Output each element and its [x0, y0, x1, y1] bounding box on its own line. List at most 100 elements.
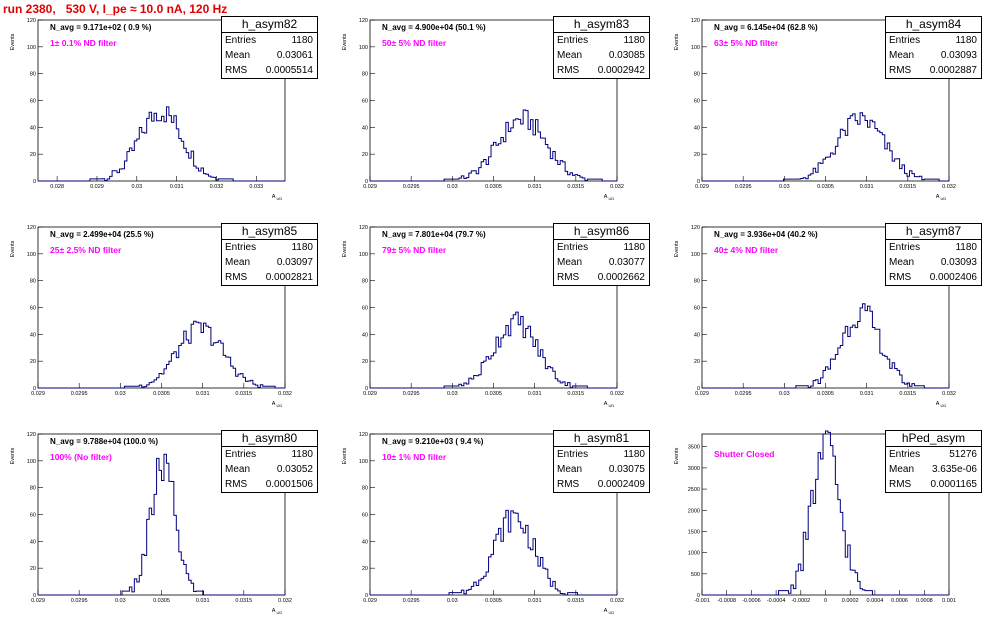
stats-row-rms: RMS 0.0001506 — [222, 477, 317, 492]
x-tick-label: 0.031 — [196, 598, 210, 604]
stats-row-mean: Mean 3.635e-06 — [886, 462, 981, 477]
x-tick-label: 0.03 — [447, 598, 458, 604]
y-tick-label: 60 — [30, 306, 36, 312]
stats-row-label: RMS — [557, 65, 580, 76]
y-tick-label: 20 — [362, 566, 368, 572]
stats-row-value: 0.0002406 — [929, 272, 977, 283]
y-tick-label: 120 — [359, 18, 368, 24]
x-axis-title: A UD — [272, 194, 283, 201]
x-tick-label: -0.0006 — [742, 598, 761, 604]
y-tick-label: 0 — [33, 386, 36, 392]
histogram-svg: 0 20 40 60 80 100 120 0.029 0.0295 0.03 0.0305 0.03… — [10, 225, 292, 408]
y-tick-label: 20 — [362, 359, 368, 365]
x-tick-label: 0.031 — [860, 184, 874, 190]
histogram-svg: 0 20 40 60 80 100 120 0.029 0.0295 0.03 0.0305 0.03… — [342, 225, 624, 408]
stats-row-value: 0.03077 — [608, 257, 645, 268]
histogram-panel-h_asym84: 0 20 40 60 80 100 120 0.029 0.0295 0.03 0.0305 0.03… — [664, 0, 996, 207]
histogram-line — [370, 311, 617, 389]
stats-row-label: RMS — [225, 479, 248, 490]
stats-row-label: Mean — [557, 50, 583, 61]
histogram-line — [38, 453, 285, 596]
x-tick-label: 0.0004 — [866, 598, 883, 604]
y-tick-label: 1000 — [688, 551, 700, 557]
filter-label: 1± 0.1% ND filter — [50, 38, 117, 48]
histogram-panel-h_asym86: 0 20 40 60 80 100 120 0.029 0.0295 0.03 0.0305 0.03… — [332, 207, 664, 414]
stats-row-value: 0.03085 — [608, 50, 645, 61]
stats-box-title: h_asym87 — [886, 224, 981, 240]
y-tick-label: 120 — [691, 18, 700, 24]
stats-row-label: Mean — [889, 50, 915, 61]
stats-row-rms: RMS 0.0002662 — [554, 270, 649, 285]
n-avg-label: N_avg = 7.801e+04 (79.7 %) — [382, 230, 486, 239]
stats-box: h_asym86 Entries 1180 Mean 0.03077 RMS 0.00026… — [553, 223, 650, 286]
stats-row-mean: Mean 0.03061 — [222, 48, 317, 63]
histogram-svg: 0 20 40 60 80 100 120 0.029 0.0295 0.03 0.0305 0.03… — [342, 18, 624, 201]
y-tick-label: 60 — [362, 99, 368, 105]
x-tick-label: -0.0002 — [791, 598, 810, 604]
y-tick-label: 40 — [362, 125, 368, 131]
x-tick-label: 0.032 — [278, 598, 292, 604]
y-axis-title: Events — [674, 240, 680, 257]
stats-row-rms: RMS 0.0002887 — [886, 63, 981, 78]
x-tick-label: 0.0305 — [485, 598, 502, 604]
y-tick-label: 60 — [362, 306, 368, 312]
stats-row-label: Entries — [225, 449, 257, 460]
y-tick-label: 60 — [30, 99, 36, 105]
x-tick-label: 0.03 — [779, 184, 790, 190]
y-tick-label: 40 — [362, 332, 368, 338]
stats-row-value: 0.03093 — [940, 257, 977, 268]
x-tick-label: 0.0008 — [916, 598, 933, 604]
stats-row-rms: RMS 0.0002821 — [222, 270, 317, 285]
y-tick-label: 20 — [694, 359, 700, 365]
y-tick-label: 0 — [365, 386, 368, 392]
x-axis-title: A UD — [604, 194, 615, 201]
filter-label: Shutter Closed — [714, 449, 775, 459]
stats-row-value: 3.635e-06 — [931, 464, 977, 475]
stats-box-title: h_asym84 — [886, 17, 981, 33]
n-avg-label: N_avg = 4.900e+04 (50.1 %) — [382, 23, 486, 32]
stats-row-label: Mean — [889, 257, 915, 268]
filter-label: 79± 5% ND filter — [382, 245, 447, 255]
stats-row-label: RMS — [889, 272, 912, 283]
y-tick-label: 100 — [27, 252, 36, 258]
stats-row-label: Mean — [225, 50, 251, 61]
x-tick-label: 0 — [824, 598, 827, 604]
histogram-panel-h_asym82: 0 20 40 60 80 100 120 0.028 0.029 0.03 0.031 0.032 0… — [0, 0, 332, 207]
y-tick-label: 40 — [694, 125, 700, 131]
x-tick-label: 0.0295 — [71, 598, 88, 604]
y-tick-label: 120 — [359, 225, 368, 231]
stats-row-mean: Mean 0.03085 — [554, 48, 649, 63]
x-tick-label: 0.029 — [695, 184, 709, 190]
x-axis-title: A UD — [272, 608, 283, 615]
y-tick-label: 80 — [362, 72, 368, 78]
y-tick-label: 500 — [691, 572, 700, 578]
y-tick-label: 0 — [697, 386, 700, 392]
stats-row-label: RMS — [225, 272, 248, 283]
y-tick-label: 3000 — [688, 466, 700, 472]
histogram-panel-h_asym83: 0 20 40 60 80 100 120 0.029 0.0295 0.03 0.0305 0.03… — [332, 0, 664, 207]
y-tick-label: 120 — [691, 225, 700, 231]
y-axis-title: Events — [10, 447, 16, 464]
x-tick-label: 0.029 — [31, 391, 45, 397]
x-tick-label: 0.001 — [942, 598, 956, 604]
y-tick-label: 0 — [33, 593, 36, 599]
y-tick-label: 0 — [365, 179, 368, 185]
x-axis-title: A UD — [604, 401, 615, 408]
stats-row-label: Mean — [557, 464, 583, 475]
y-axis-title: Events — [674, 33, 680, 50]
x-tick-label: 0.0305 — [153, 598, 170, 604]
stats-row-entries: Entries 1180 — [554, 447, 649, 462]
stats-row-value: 0.03097 — [276, 257, 313, 268]
stats-box: h_asym85 Entries 1180 Mean 0.03097 RMS 0.00028… — [221, 223, 318, 286]
histogram-panel-h_asym87: 0 20 40 60 80 100 120 0.029 0.0295 0.03 0.0305 0.03… — [664, 207, 996, 414]
y-tick-label: 100 — [27, 459, 36, 465]
stats-box-title: h_asym85 — [222, 224, 317, 240]
x-tick-label: 0.0295 — [735, 391, 752, 397]
stats-row-mean: Mean 0.03075 — [554, 462, 649, 477]
histogram-line — [702, 112, 949, 182]
y-tick-label: 40 — [30, 125, 36, 131]
n-avg-label: N_avg = 9.171e+02 ( 0.9 %) — [50, 23, 152, 32]
y-tick-label: 0 — [697, 593, 700, 599]
stats-row-value: 0.03093 — [940, 50, 977, 61]
y-tick-label: 80 — [30, 279, 36, 285]
